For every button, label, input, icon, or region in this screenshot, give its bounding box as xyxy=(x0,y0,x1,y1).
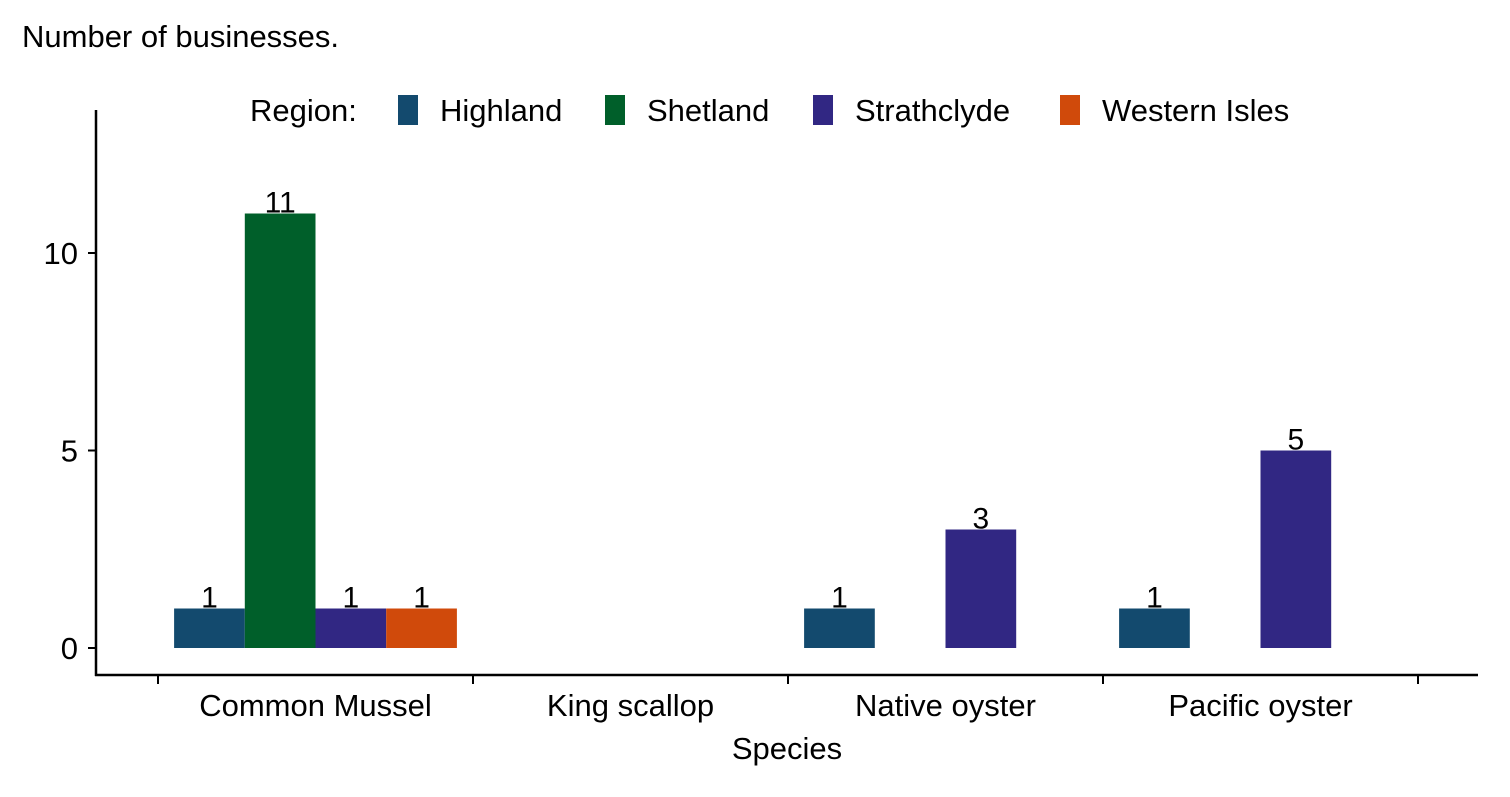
y-tick-label: 5 xyxy=(61,434,78,469)
legend-label: Strathclyde xyxy=(855,93,1010,128)
legend-title: Region: xyxy=(250,93,357,128)
chart-title: Number of businesses. xyxy=(22,19,339,54)
data-label: 3 xyxy=(973,503,990,536)
data-label: 1 xyxy=(831,582,848,615)
bar-highland xyxy=(804,608,875,648)
bar-shetland xyxy=(244,213,316,648)
legend-swatch xyxy=(813,95,833,125)
legend-label: Highland xyxy=(440,93,562,128)
data-label: 11 xyxy=(265,187,296,220)
data-label: 1 xyxy=(343,582,360,615)
data-label: 1 xyxy=(201,582,218,615)
data-label: 1 xyxy=(413,582,430,615)
legend-swatch xyxy=(398,95,418,125)
bar-western-isles xyxy=(386,608,457,648)
bar-strathclyde xyxy=(945,529,1017,648)
bar-highland xyxy=(1119,608,1190,648)
legend-label: Western Isles xyxy=(1102,93,1289,128)
x-tick-label: Pacific oyster xyxy=(1168,688,1352,723)
bar-highland xyxy=(174,608,245,648)
x-tick-label: Native oyster xyxy=(855,688,1036,723)
data-label: 5 xyxy=(1288,424,1305,457)
bar-strathclyde xyxy=(315,608,387,648)
x-tick-label: King scallop xyxy=(547,688,714,723)
data-label: 1 xyxy=(1146,582,1163,615)
x-axis-title: Species xyxy=(732,731,842,766)
legend-swatch xyxy=(605,95,625,125)
legend-label: Shetland xyxy=(647,93,769,128)
x-tick-label: Common Mussel xyxy=(199,688,432,723)
y-tick-label: 0 xyxy=(61,631,78,666)
legend-swatch xyxy=(1060,95,1080,125)
bar-strathclyde xyxy=(1260,450,1332,648)
legend: Region: Highland Shetland Strathclyde Weste… xyxy=(250,93,1289,128)
y-tick-label: 10 xyxy=(44,236,78,271)
